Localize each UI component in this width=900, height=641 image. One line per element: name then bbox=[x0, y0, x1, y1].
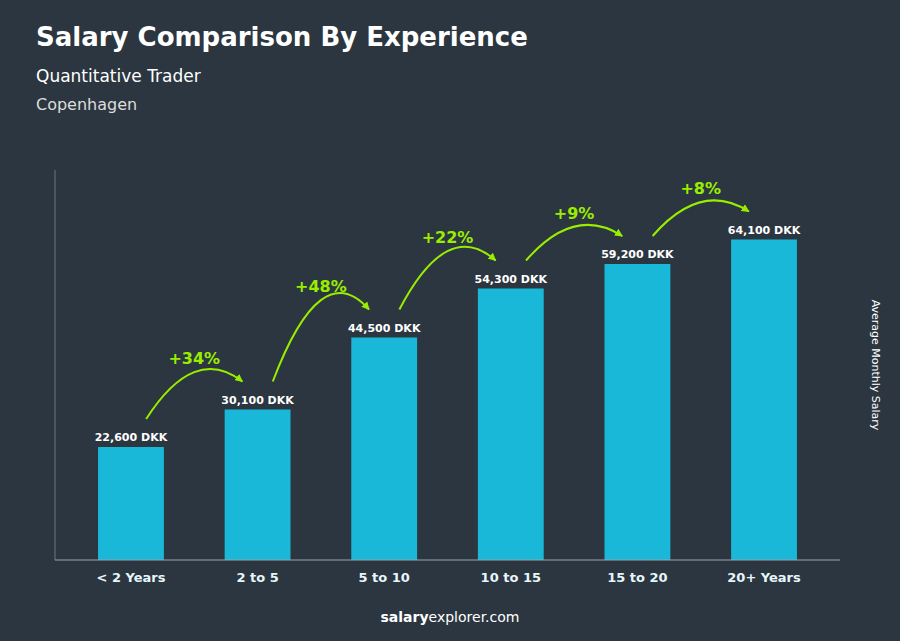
title: Salary Comparison By Experience bbox=[36, 22, 528, 52]
bar bbox=[478, 289, 544, 561]
change-arc bbox=[399, 247, 495, 310]
bar bbox=[98, 447, 164, 560]
x-tick-label: 10 to 15 bbox=[481, 570, 541, 585]
change-arc bbox=[653, 200, 749, 236]
bar bbox=[225, 410, 291, 561]
data-label: 59,200 DKK bbox=[601, 248, 674, 261]
change-arc bbox=[146, 369, 242, 419]
x-tick-label: 2 to 5 bbox=[236, 570, 278, 585]
y-axis-label: Average Monthly Salary bbox=[869, 300, 882, 431]
subtitle: Quantitative Trader bbox=[36, 66, 201, 86]
data-label: 30,100 DKK bbox=[221, 394, 294, 407]
change-label: +22% bbox=[422, 228, 474, 247]
change-label: +9% bbox=[554, 204, 595, 223]
data-label: 44,500 DKK bbox=[348, 322, 421, 335]
change-arc bbox=[273, 293, 369, 382]
x-tick-label: < 2 Years bbox=[96, 570, 165, 585]
x-tick-label: 5 to 10 bbox=[359, 570, 410, 585]
background bbox=[0, 0, 900, 641]
change-label: +48% bbox=[295, 277, 347, 296]
chart: Salary Comparison By Experience Quantitat… bbox=[0, 0, 900, 641]
x-tick-label: 20+ Years bbox=[727, 570, 801, 585]
change-arc bbox=[526, 225, 622, 261]
data-label: 54,300 DKK bbox=[475, 273, 548, 286]
x-axis-line bbox=[55, 560, 840, 561]
change-label: +8% bbox=[680, 179, 721, 198]
data-label: 22,600 DKK bbox=[95, 431, 168, 444]
data-label: 64,100 DKK bbox=[728, 224, 801, 237]
x-tick-label: 15 to 20 bbox=[607, 570, 667, 585]
footer-part: salary bbox=[381, 609, 429, 625]
footer-part: explorer.com bbox=[429, 609, 520, 625]
bar bbox=[605, 264, 671, 560]
bars bbox=[98, 240, 797, 561]
bar bbox=[351, 338, 417, 561]
footer: salaryexplorer.com bbox=[381, 609, 520, 625]
change-label: +34% bbox=[168, 349, 220, 368]
bar bbox=[731, 240, 797, 561]
y-axis-line bbox=[55, 170, 56, 560]
city: Copenhagen bbox=[36, 95, 137, 114]
